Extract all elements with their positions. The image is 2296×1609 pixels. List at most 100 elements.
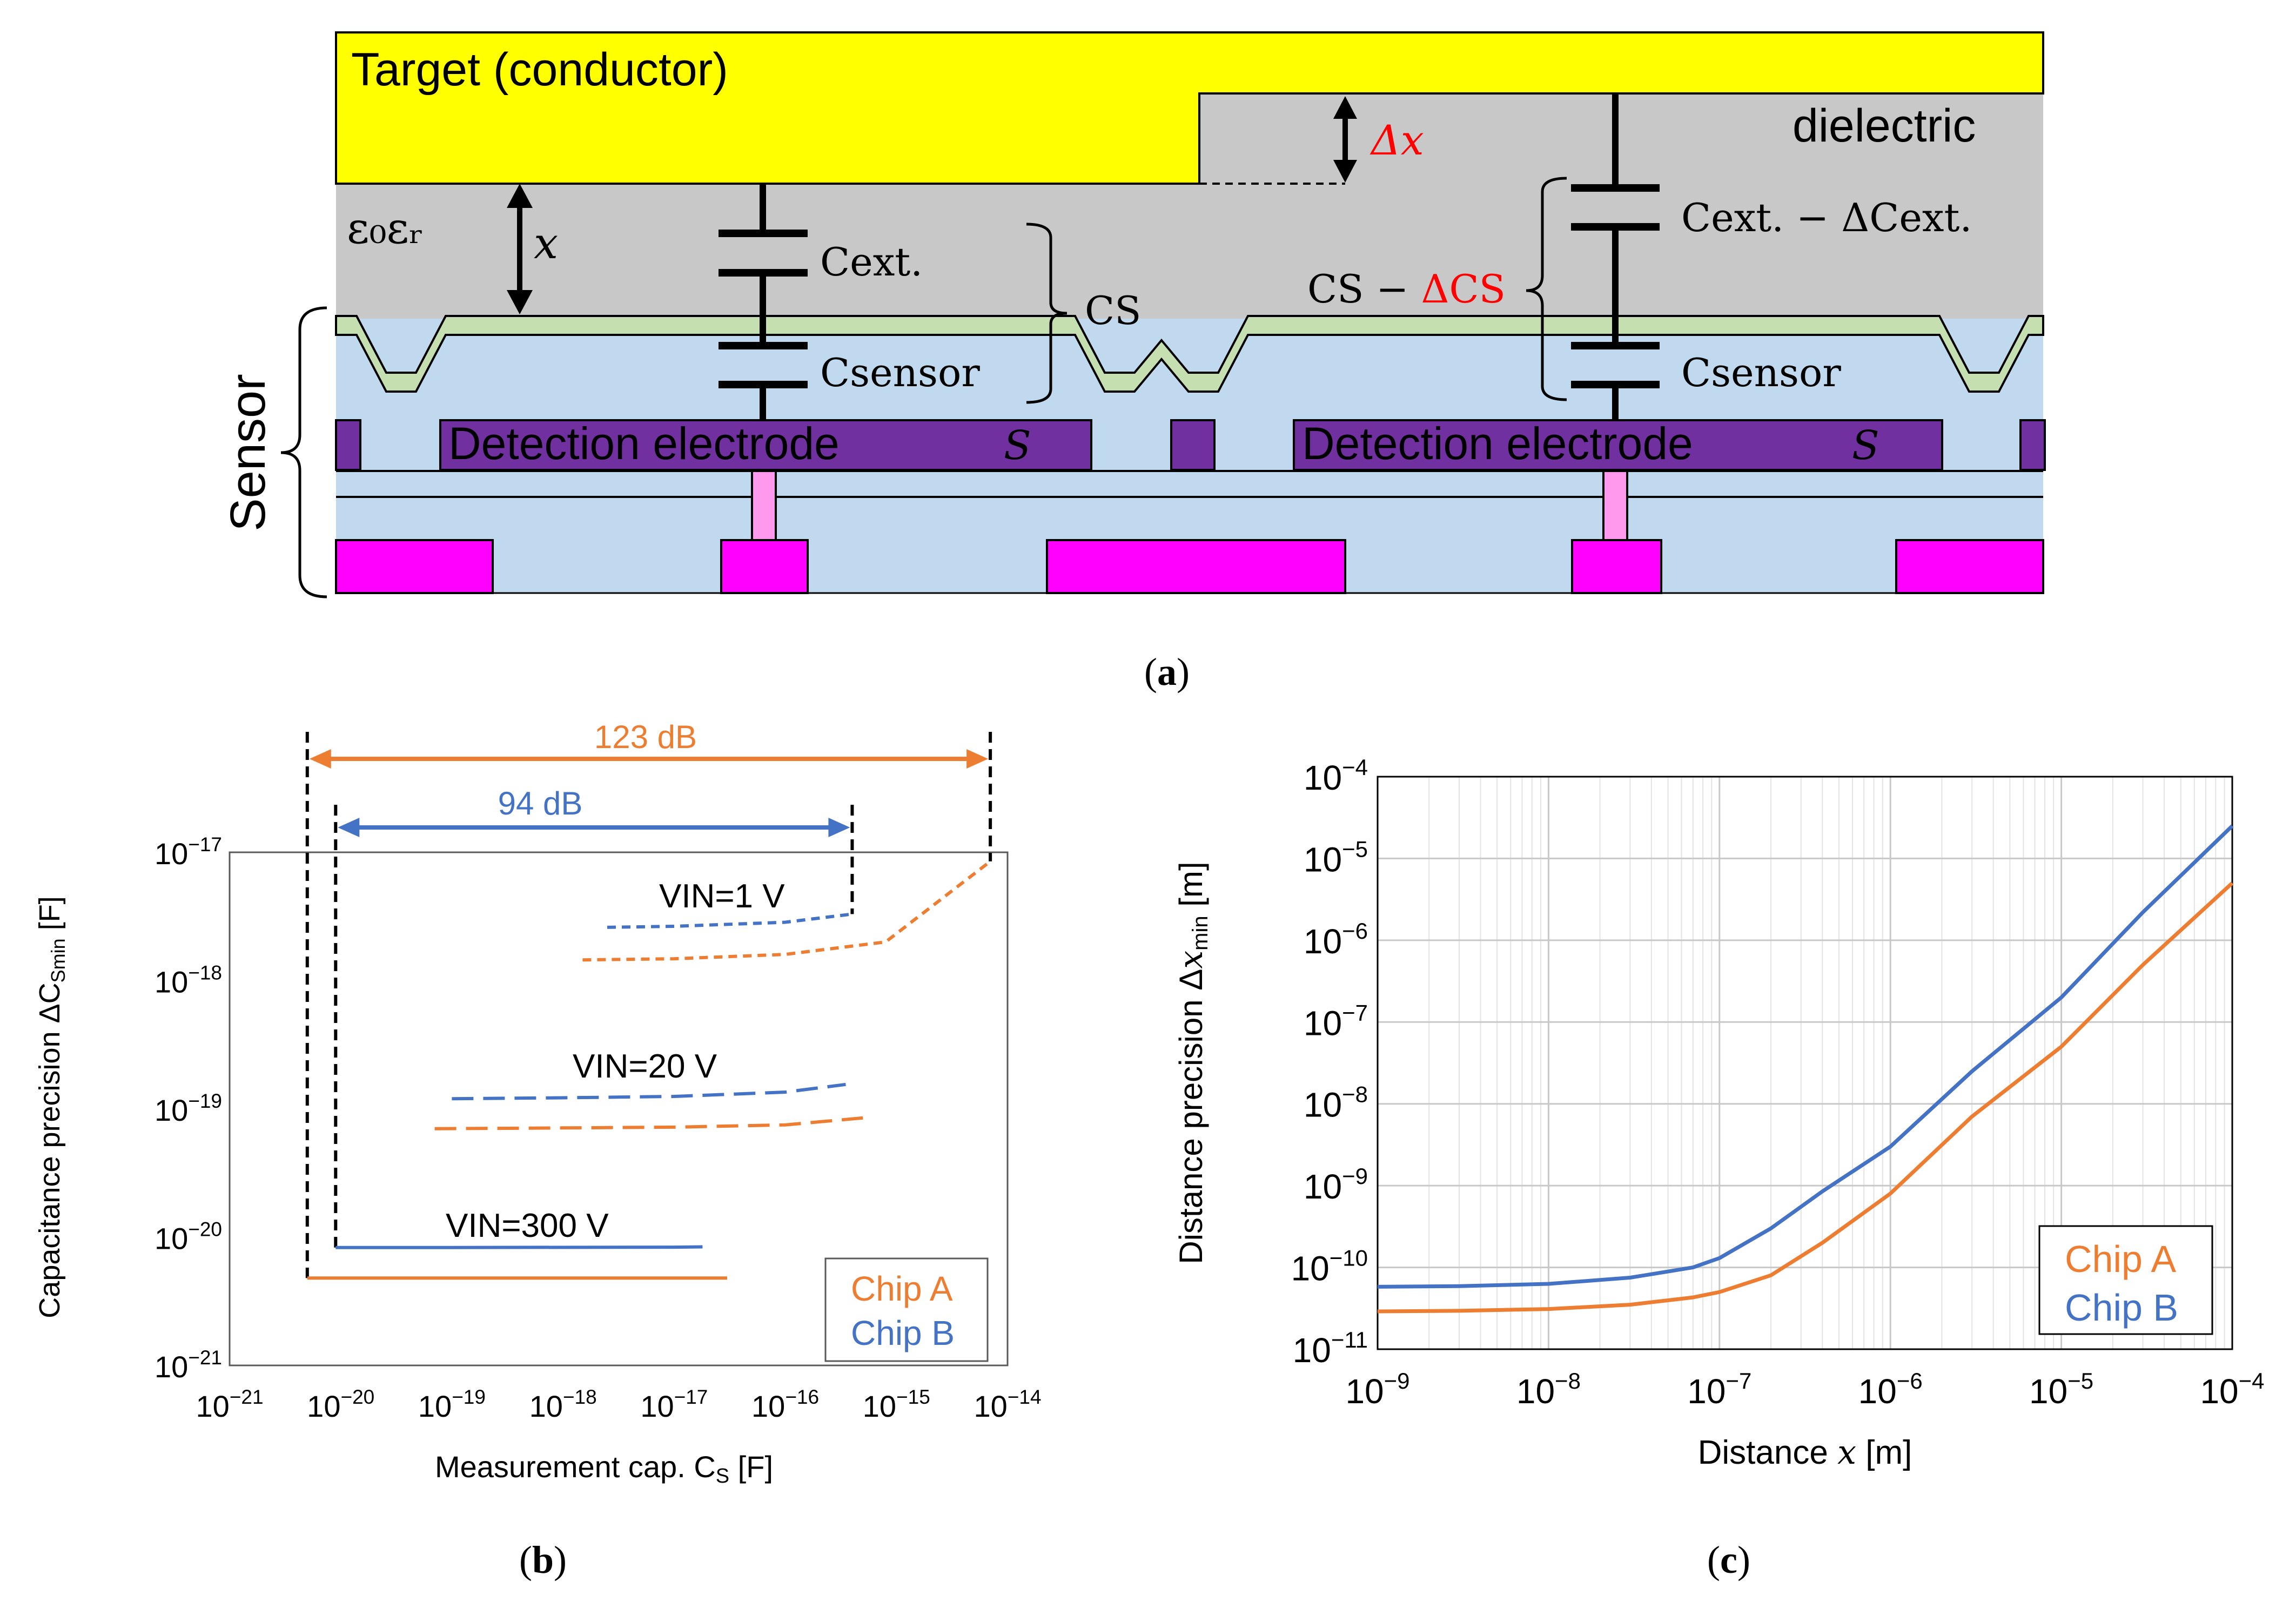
c-x-tick: 10−4 [2200, 1368, 2264, 1411]
c-y-tick-labels: 10−11 10−10 10−9 10−8 10−7 10−6 10−5 10−4 [1291, 755, 1368, 1370]
panel-a-cross-section: Target (conductor) dielectric ε₀εᵣ x Δx … [220, 31, 2046, 598]
b-x-tick: 10−20 [307, 1386, 374, 1423]
c-x-tick: 10−5 [2029, 1368, 2093, 1411]
c-y-axis-title: Distance precision Δxmin [m] [1172, 861, 1212, 1264]
b-y-tick: 10−17 [155, 833, 222, 871]
b-arrow-94db-head-left [338, 818, 360, 837]
target-label: Target (conductor) [351, 44, 728, 96]
c-x-tick: 10−7 [1687, 1368, 1751, 1411]
b-y-tick: 10−20 [155, 1218, 222, 1256]
c-x-tick: 10−6 [1858, 1368, 1923, 1411]
b-series-chip-a-20v [434, 1116, 863, 1130]
electrode-label-left: Detection electrode [448, 418, 840, 469]
c-y-tick: 10−6 [1304, 918, 1368, 961]
b-legend: Chip A Chip B [824, 1257, 989, 1362]
c-ext-right-label: Cext. − ΔCext. [1681, 195, 1972, 240]
c-y-tick: 10−10 [1291, 1246, 1368, 1288]
b-x-tick: 10−16 [751, 1386, 819, 1423]
delta-x-arrow [1333, 96, 1357, 183]
c-y-tick: 10−8 [1304, 1082, 1368, 1125]
caption-c: (c) [1707, 1538, 1750, 1581]
capacitor-stack-left [719, 184, 808, 420]
brace-sensor [280, 306, 327, 598]
c-sensor-right-label: Csensor [1681, 350, 1841, 395]
delta-x-label: Δx [1369, 116, 1424, 164]
b-arrow-123db-head-right [966, 749, 989, 769]
c-legend: Chip A Chip B [2038, 1225, 2213, 1335]
c-y-tick: 10−5 [1304, 836, 1368, 879]
b-legend-chip-a: Chip A [851, 1269, 953, 1308]
electrode-label-right: Detection electrode [1302, 418, 1693, 469]
b-x-tick: 10−18 [529, 1386, 597, 1423]
target-conductor [335, 31, 2044, 185]
c-x-axis-title: Distance x [m] [1698, 1432, 1912, 1472]
metal-pad-4 [1571, 539, 1662, 594]
metal-pad-2 [720, 539, 809, 594]
b-x-tick: 10−15 [863, 1386, 930, 1423]
b-x-axis-title: Measurement cap. CS [F] [435, 1450, 773, 1487]
b-arrow-123db-head-left [309, 749, 331, 769]
electrode-s-left: S [1004, 422, 1031, 469]
dielectric-label: dielectric [1793, 100, 1976, 152]
panel-c-chart: 10−9 10−8 10−7 10−6 10−5 10−4 10−1110−1010−91… [1172, 755, 2265, 1472]
plot-area-c [1377, 776, 2233, 1350]
c-x-tick-labels: 10−9 10−8 10−7 10−6 10−5 10−4 [1345, 1368, 2264, 1411]
c-y-tick: 10−11 [1293, 1327, 1368, 1370]
c-grid [1377, 776, 2233, 1350]
c-y-tick: 10−7 [1304, 1000, 1368, 1042]
electrode-edge-left [335, 419, 361, 471]
electrode-mid-small [1170, 419, 1216, 471]
sensor-label: Sensor [220, 374, 276, 531]
electrode-s-right: S [1852, 422, 1879, 469]
c-legend-chip-a: Chip A [2065, 1238, 2177, 1280]
b-range-a-label: 123 dB [594, 719, 697, 755]
caption-b: (b) [519, 1538, 567, 1581]
b-y-tick: 10−18 [155, 962, 222, 999]
electrode-edge-right [2019, 419, 2046, 471]
c-series-chip-b [1377, 824, 2234, 1289]
metal-pad-5 [1895, 539, 2044, 594]
b-legend-chip-b: Chip B [851, 1314, 955, 1352]
b-x-tick: 10−19 [418, 1386, 486, 1423]
c-y-tick: 10−9 [1304, 1163, 1368, 1206]
b-x-tick-labels: 10−21 10−20 10−19 10−18 10−17 10−16 10−15 10−14 [196, 1386, 1041, 1423]
b-range-markers [305, 732, 992, 1278]
b-series-chip-a-1v [582, 860, 991, 962]
cs-right-label: CS − ΔCS [1307, 266, 1506, 312]
capacitor-stack-right [1571, 93, 1660, 420]
b-arrow-94db-head-right [828, 818, 850, 837]
epsilon-label: ε₀εᵣ [347, 203, 424, 253]
metal-pad-3 [1046, 539, 1346, 594]
caption-a: (a) [1144, 650, 1190, 694]
c-sensor-left-label: Csensor [820, 350, 980, 395]
c-ext-left-label: Cext. [820, 239, 923, 285]
b-series-chip-b-20v [452, 1082, 846, 1101]
x-distance-arrow [507, 184, 533, 314]
c-y-tick: 10−4 [1304, 755, 1368, 797]
brace-cs-left [1026, 223, 1068, 404]
via-left [751, 470, 777, 541]
c-series-chip-a [1377, 881, 2234, 1314]
b-series-chip-b-1v [607, 912, 852, 929]
b-range-b-label: 94 dB [498, 785, 583, 822]
b-series-chip-b-300v [335, 1245, 703, 1249]
b-x-tick: 10−14 [974, 1386, 1041, 1423]
b-y-axis-title: Capacitance precision ΔCSmin [F] [33, 896, 69, 1318]
c-legend-chip-b: Chip B [2065, 1287, 2178, 1329]
b-y-tick: 10−21 [155, 1347, 222, 1384]
metal-pad-1 [335, 539, 494, 594]
panel-b-chart: 10−21 10−20 10−19 10−18 10−17 10−16 10−15 10−14… [33, 719, 1042, 1487]
b-series-group [307, 860, 991, 1280]
c-x-tick: 10−9 [1345, 1368, 1409, 1411]
c-x-tick: 10−8 [1516, 1368, 1581, 1411]
b-y-tick: 10−19 [155, 1090, 222, 1127]
c-series-group [1377, 824, 2234, 1314]
detection-electrode-left [439, 419, 1092, 471]
b-x-tick: 10−21 [196, 1386, 263, 1423]
delta-cs-label: ΔCS [1421, 266, 1506, 312]
b-vin300-label: VIN=300 V [446, 1207, 609, 1244]
b-vin1-label: VIN=1 V [659, 878, 785, 915]
x-label: x [534, 218, 558, 268]
b-y-tick-labels: 10−21 10−20 10−19 10−18 10−17 [155, 833, 222, 1384]
